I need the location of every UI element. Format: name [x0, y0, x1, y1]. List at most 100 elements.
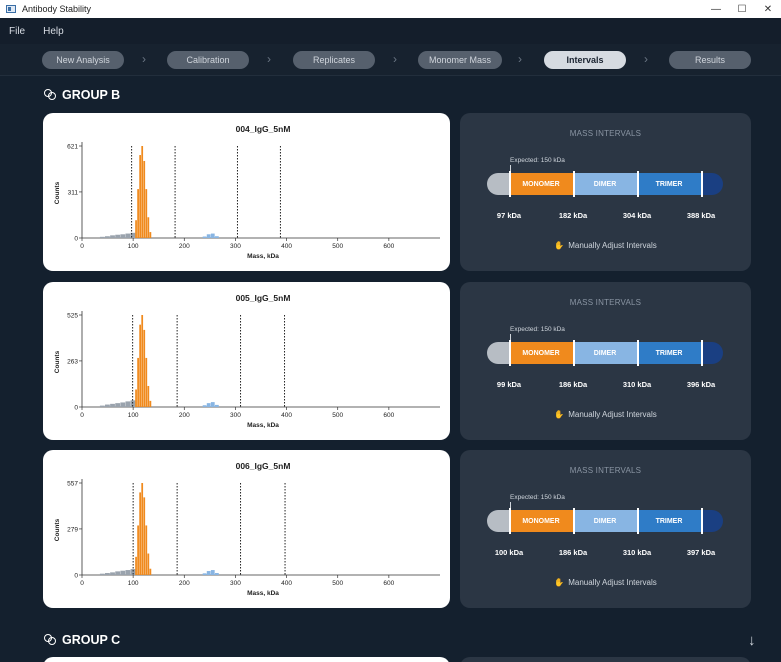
group-b-label: GROUP B [62, 88, 121, 102]
histogram-bar [120, 402, 126, 407]
y-axis-label: Counts [54, 181, 61, 204]
histogram-bar [147, 217, 150, 238]
maximize-button[interactable]: ☐ [737, 3, 747, 15]
x-tick-label: 200 [179, 412, 190, 419]
interval-bar: MONOMER DIMER TRIMER [487, 508, 723, 534]
x-tick-label: 200 [179, 580, 190, 587]
close-button[interactable]: ✕ [763, 3, 773, 15]
histogram-bar [202, 573, 207, 575]
histogram-bar [110, 235, 115, 238]
histogram-bar [125, 570, 131, 575]
menu-help[interactable]: Help [43, 25, 64, 37]
x-tick-label: 600 [383, 580, 394, 587]
x-tick-label: 500 [332, 243, 343, 250]
interval-divider [573, 340, 575, 366]
x-tick-label: 200 [179, 243, 190, 250]
x-tick-label: 400 [281, 243, 292, 250]
x-tick-label: 0 [80, 580, 84, 587]
interval-monomer-dimer-kda: 186 kDa [558, 548, 588, 557]
scroll-down-arrow-icon[interactable]: ↓ [748, 632, 756, 649]
step-intervals[interactable]: Intervals [544, 51, 626, 69]
histogram-bar [143, 160, 146, 238]
histogram-card: 005_IgG_5nM 0 263 525 0 100 200 300 400 500 600 Mas… [43, 282, 450, 440]
y-tick-label: 557 [67, 481, 78, 488]
histogram-bar [139, 324, 142, 407]
x-tick-label: 500 [332, 412, 343, 419]
step-calibration[interactable]: Calibration [167, 51, 249, 69]
histogram-bar [130, 569, 136, 575]
histogram-bar [99, 236, 105, 238]
histogram-bar [137, 189, 139, 238]
histogram-bar [149, 232, 152, 238]
y-tick-label: 263 [67, 358, 78, 365]
below-range-segment [487, 173, 509, 195]
manually-adjust-intervals-button[interactable]: ✋ Manually Adjust Intervals [460, 578, 751, 587]
interval-divider [637, 340, 639, 366]
manually-adjust-intervals-button[interactable]: ✋ Manually Adjust Intervals [460, 241, 751, 250]
menu-bar: File Help [0, 18, 781, 44]
dimer-segment: DIMER [573, 510, 637, 532]
histogram-bar [149, 568, 152, 575]
manually-adjust-intervals-button[interactable]: ✋ Manually Adjust Intervals [460, 410, 751, 419]
chart-title: 004_IgG_5nM [236, 124, 291, 134]
y-tick-label: 0 [74, 573, 78, 580]
window-title: Antibody Stability [22, 4, 92, 14]
expected-mass-tick [510, 165, 511, 173]
histogram-bar [210, 402, 215, 407]
y-axis-label: Counts [54, 518, 61, 541]
step-monomer-mass[interactable]: Monomer Mass [418, 51, 502, 69]
expected-mass-tick [510, 334, 511, 342]
mass-intervals-panel: MASS INTERVALS Expected: 150 kDa MONOMER… [460, 450, 751, 608]
mass-intervals-panel: MASS INTERVALS Expected: 150 kDa MONOMER… [460, 113, 751, 271]
histogram-bar [141, 315, 144, 407]
interval-divider [701, 171, 703, 197]
interval-lower-kda: 97 kDa [496, 211, 522, 220]
title-bar: Antibody Stability — ☐ ✕ [0, 0, 781, 18]
step-new-analysis[interactable]: New Analysis [42, 51, 124, 69]
chevron-right-icon: › [518, 52, 522, 66]
interval-divider [637, 171, 639, 197]
histogram-bar [139, 492, 142, 575]
interval-dimer-trimer-kda: 310 kDa [622, 380, 652, 389]
y-tick-label: 0 [74, 405, 78, 412]
histogram-bar [145, 357, 148, 407]
app-icon [6, 5, 16, 13]
histogram-bar [210, 570, 215, 575]
mass-histogram-chart: 004_IgG_5nM 0 311 621 0 100 200 300 400 500 600 Mas… [54, 124, 440, 260]
x-tick-label: 400 [281, 412, 292, 419]
x-axis-label: Mass, kDa [247, 422, 279, 429]
histogram-bar [210, 233, 215, 238]
histogram-bar [149, 400, 152, 407]
chevron-right-icon: › [393, 52, 397, 66]
chart-title: 005_IgG_5nM [236, 293, 291, 303]
histogram-bar [139, 155, 142, 238]
group-b-heading: GROUP B [44, 88, 120, 102]
histogram-bar [137, 525, 139, 575]
y-tick-label: 311 [68, 189, 79, 196]
step-results[interactable]: Results [669, 51, 751, 69]
interval-bar: MONOMER DIMER TRIMER [487, 171, 723, 197]
x-tick-label: 300 [230, 412, 241, 419]
interval-upper-kda: 397 kDa [686, 548, 716, 557]
histogram-bar [135, 556, 137, 575]
expected-mass-label: Expected: 150 kDa [510, 157, 565, 164]
panel-title: MASS INTERVALS [569, 298, 642, 307]
mass-histogram-chart: 006_IgG_5nM 0 279 557 0 100 200 300 400 500 600 Mas… [54, 461, 440, 597]
histogram-bar [206, 571, 211, 575]
histogram-card: 006_IgG_5nM 0 279 557 0 100 200 300 400 500 600 Mas… [43, 450, 450, 608]
above-range-segment [701, 510, 723, 532]
step-replicates[interactable]: Replicates [293, 51, 375, 69]
x-axis-label: Mass, kDa [247, 253, 279, 260]
dimer-segment: DIMER [573, 173, 637, 195]
histogram-bar [115, 234, 121, 238]
minimize-button[interactable]: — [711, 3, 721, 15]
x-tick-label: 500 [332, 580, 343, 587]
menu-file[interactable]: File [9, 25, 26, 37]
link-rings-icon [44, 634, 57, 646]
interval-divider [509, 508, 511, 534]
histogram-bar [125, 233, 131, 238]
x-tick-label: 0 [80, 412, 84, 419]
x-axis-label: Mass, kDa [247, 590, 279, 597]
interval-divider [637, 508, 639, 534]
histogram-bar [202, 405, 207, 407]
